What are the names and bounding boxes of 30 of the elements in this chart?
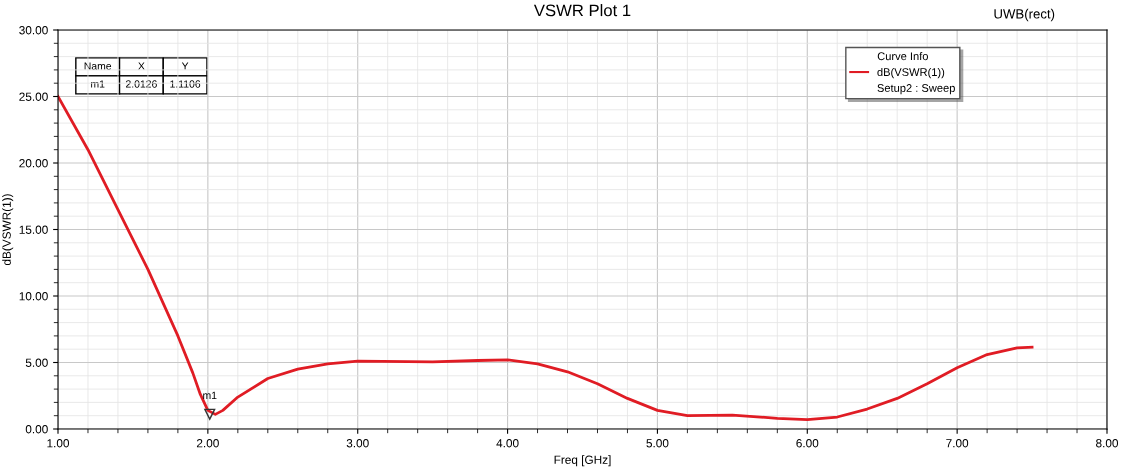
annotation: Name	[84, 62, 112, 70]
y-tick-label: 25.00	[19, 92, 48, 101]
y-tick-label: 10.00	[19, 292, 48, 301]
annotation: 2.0126	[125, 80, 157, 88]
x-tick-label: 4.00	[496, 439, 519, 448]
annotation: 1.1106	[170, 80, 201, 88]
x-tick-label: 8.00	[1096, 439, 1119, 448]
y-tick-label: 5.00	[25, 358, 48, 367]
x-tick-label: 5.00	[646, 439, 669, 448]
text: UWB(rect)	[994, 8, 1055, 22]
y-tick-label: 0.00	[25, 425, 48, 434]
x-tick-label: 7.00	[946, 439, 969, 448]
x-tick-label: 1.00	[47, 439, 70, 448]
x-tick-label: 2.00	[196, 439, 219, 448]
y-axis-title: dB(VSWR(1))	[2, 194, 14, 266]
annotation: m1	[203, 391, 217, 399]
legend-title: Curve Info	[877, 51, 928, 61]
annotation: X	[138, 62, 145, 70]
x-tick-label: 3.00	[346, 439, 369, 448]
annotation: m1	[91, 80, 105, 88]
y-tick-label: 30.00	[19, 26, 48, 35]
y-tick-label: 15.00	[19, 225, 48, 234]
line-series	[58, 95, 1034, 422]
y-tick-label: 20.00	[19, 159, 48, 168]
annotation: Setup2 : Sweep	[877, 84, 955, 95]
x-axis-title: Freq [GHz]	[554, 455, 611, 467]
x-tick-label: 6.00	[796, 439, 819, 448]
annotation: Y	[181, 62, 189, 70]
legend-label: dB(VSWR(1))	[877, 67, 945, 79]
chart-title: VSWR Plot 1	[533, 4, 631, 17]
